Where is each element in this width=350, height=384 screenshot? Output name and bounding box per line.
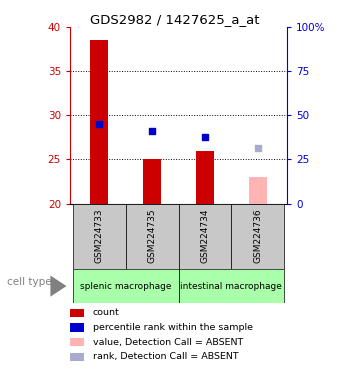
Text: GSM224735: GSM224735 — [148, 209, 156, 263]
Text: cell type: cell type — [7, 277, 52, 287]
Text: splenic macrophage: splenic macrophage — [80, 281, 171, 291]
Point — [255, 145, 261, 151]
Bar — [143, 159, 161, 204]
Point — [96, 121, 102, 127]
Bar — [178, 269, 284, 303]
Text: rank, Detection Call = ABSENT: rank, Detection Call = ABSENT — [93, 352, 238, 361]
Text: count: count — [93, 308, 119, 318]
Bar — [231, 204, 284, 269]
Bar — [126, 204, 178, 269]
Bar — [196, 151, 214, 204]
Text: percentile rank within the sample: percentile rank within the sample — [93, 323, 253, 332]
Point — [149, 128, 155, 134]
Text: GSM224733: GSM224733 — [94, 209, 104, 263]
Bar — [73, 204, 126, 269]
Bar — [73, 269, 178, 303]
Bar — [90, 40, 108, 204]
Bar — [248, 177, 267, 204]
Polygon shape — [50, 276, 66, 296]
Text: intestinal macrophage: intestinal macrophage — [181, 281, 282, 291]
Text: GSM224734: GSM224734 — [201, 209, 209, 263]
Point — [202, 134, 208, 141]
Text: value, Detection Call = ABSENT: value, Detection Call = ABSENT — [93, 338, 243, 347]
Text: GSM224736: GSM224736 — [253, 209, 262, 263]
Bar — [178, 204, 231, 269]
Text: GDS2982 / 1427625_a_at: GDS2982 / 1427625_a_at — [90, 13, 260, 26]
